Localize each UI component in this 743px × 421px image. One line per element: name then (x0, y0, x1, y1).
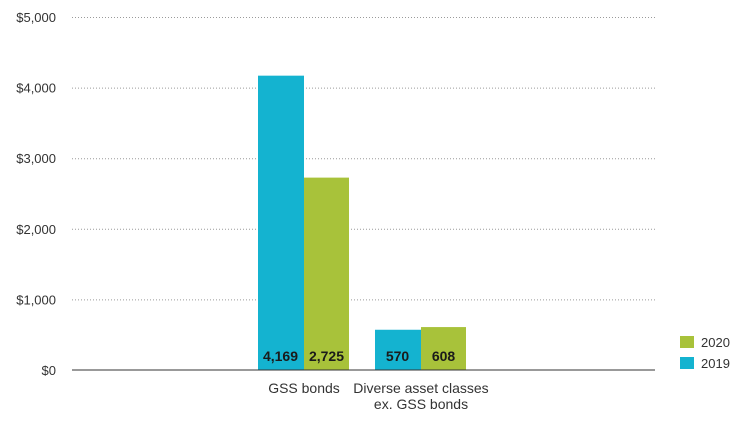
data-labels: 4,169 2,725 570 608 (263, 348, 455, 364)
legend-label-2020: 2020 (701, 335, 730, 350)
bar-2019-gss-bonds (258, 75, 304, 370)
x-category-label: Diverse asset classes ex. GSS bonds (353, 380, 488, 412)
x-category-label: GSS bonds (268, 380, 340, 396)
bar-2019-diverse-asset-classes (375, 329, 421, 370)
bars (258, 75, 466, 370)
bar-2020-diverse-asset-classes (421, 327, 466, 370)
gridlines (72, 17, 655, 301)
y-tick-label: $4,000 (16, 81, 56, 96)
data-label: 2,725 (309, 348, 344, 364)
y-axis-tick-labels: $0 $1,000 $2,000 $3,000 $4,000 $5,000 (16, 10, 56, 378)
legend-swatch-2020 (680, 336, 694, 348)
legend-swatch-2019 (680, 357, 694, 369)
y-tick-label: $2,000 (16, 222, 56, 237)
data-label: 570 (386, 348, 410, 364)
x-axis-category-labels: GSS bonds Diverse asset classes ex. GSS bo… (268, 380, 489, 412)
data-label: 608 (432, 348, 456, 364)
legend: 2020 2019 (680, 335, 730, 371)
data-label: 4,169 (263, 348, 298, 364)
y-tick-label: $0 (42, 363, 56, 378)
legend-label-2019: 2019 (701, 356, 730, 371)
y-tick-label: $5,000 (16, 10, 56, 25)
bar-2020-gss-bonds (304, 177, 349, 370)
y-tick-label: $1,000 (16, 292, 56, 307)
y-tick-label: $3,000 (16, 151, 56, 166)
